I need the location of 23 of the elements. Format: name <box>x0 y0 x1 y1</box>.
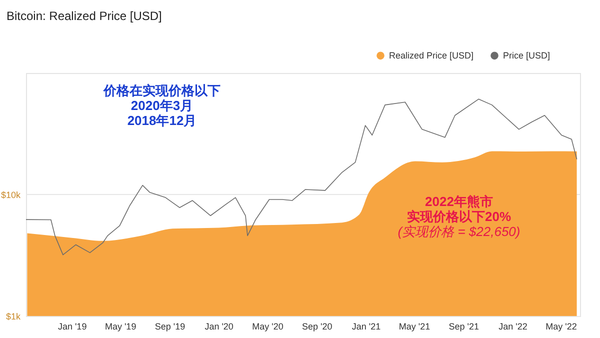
x-tick-label: Jan '22 <box>498 322 528 332</box>
legend-label: Realized Price [USD] <box>389 50 474 61</box>
x-tick-label: May '22 <box>546 322 577 332</box>
x-tick-label: Sep '21 <box>448 322 480 332</box>
line-series <box>26 98 578 256</box>
annotation: 2020年3月 <box>130 98 194 113</box>
x-tick-label: May '21 <box>398 322 430 332</box>
x-tick-label: May '19 <box>104 322 136 332</box>
x-tick-label: Jan '19 <box>58 322 87 332</box>
y-tick-label: $1k <box>6 312 21 322</box>
annotation: 实现价格以下20% <box>406 209 512 224</box>
x-tick-label: Sep '19 <box>154 322 186 332</box>
x-tick-label: May '20 <box>252 322 284 332</box>
chart-title: Bitcoin: Realized Price [USD] <box>6 9 162 23</box>
annotation: (实现价格 = $22,650) <box>398 224 520 239</box>
annotation: 价格在实现价格以下 <box>102 83 220 98</box>
annotation: 2022年熊市 <box>425 194 493 209</box>
x-tick-label: Jan '20 <box>204 322 234 332</box>
x-tick-label: Jan '21 <box>352 322 381 332</box>
y-tick-label: $10k <box>0 190 21 200</box>
x-tick-label: Sep '20 <box>302 322 332 332</box>
legend-label: Price [USD] <box>503 50 550 61</box>
annotation: 2018年12月 <box>127 113 197 128</box>
